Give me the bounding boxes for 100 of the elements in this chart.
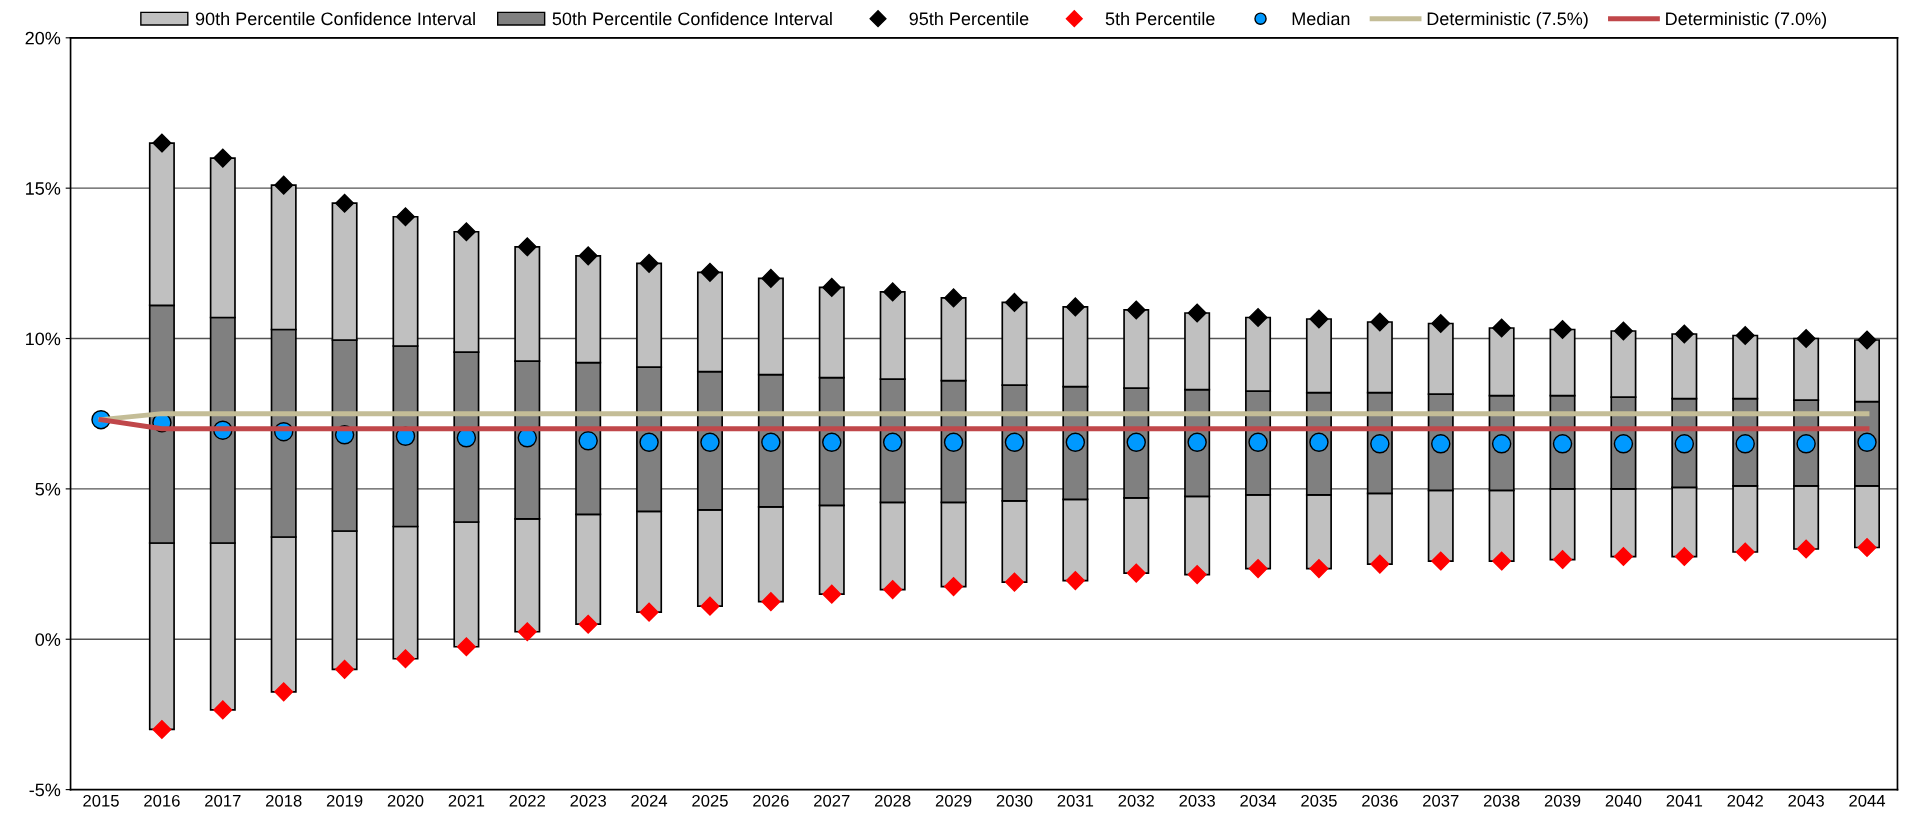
point [761, 592, 781, 612]
point [517, 237, 537, 257]
y-tick-label: 15% [26, 182, 61, 195]
point [1431, 551, 1451, 571]
point [152, 133, 172, 153]
point [1857, 432, 1877, 452]
x-tick-label: 2042 [1727, 794, 1763, 807]
x-tick-label: 2041 [1666, 794, 1703, 807]
point [517, 622, 537, 642]
point [335, 193, 355, 213]
y-tick-label: 20% [25, 31, 61, 45]
point [1613, 434, 1634, 454]
x-tick-label: 2019 [326, 794, 363, 807]
point [213, 700, 233, 720]
x-tick-label: 2038 [1483, 794, 1520, 807]
point [944, 577, 964, 597]
point [639, 602, 659, 622]
point [1309, 559, 1329, 579]
point [1552, 434, 1573, 454]
point [1674, 324, 1694, 344]
point [1187, 565, 1207, 585]
y-tick-label: 10% [26, 332, 61, 346]
point [1126, 432, 1146, 452]
point [1248, 559, 1268, 579]
point [1248, 307, 1268, 328]
x-tick-label: 2025 [692, 794, 728, 807]
x-tick-label: 2029 [935, 794, 972, 807]
point [700, 432, 720, 452]
point [944, 288, 964, 308]
point [578, 431, 598, 451]
x-tick-label: 2035 [1301, 794, 1337, 807]
legend-label: Deterministic (7.0%) [1666, 11, 1827, 29]
point [1065, 571, 1085, 591]
point [456, 637, 476, 657]
x-tick-label: 2030 [996, 794, 1033, 807]
point [639, 432, 659, 452]
x-tick-label: 2015 [83, 794, 119, 807]
legend-label: Median [1292, 11, 1350, 26]
point [943, 432, 964, 452]
x-tick-label: 2018 [266, 794, 302, 807]
point [1004, 432, 1025, 452]
point [274, 175, 294, 195]
point [1735, 325, 1755, 346]
point [1491, 434, 1512, 454]
point [395, 649, 416, 669]
legend-label: 5th Percentile [1105, 11, 1215, 26]
point [1796, 434, 1816, 454]
point [1674, 547, 1694, 567]
x-tick-label: 2033 [1179, 794, 1215, 807]
point [1248, 432, 1268, 452]
x-tick-label: 2016 [144, 794, 180, 807]
x-tick-label: 2022 [509, 794, 545, 807]
point [1674, 434, 1695, 454]
point [1004, 292, 1024, 312]
legend-label: 50th Percentile Confidence Interval [552, 11, 832, 26]
point [1796, 328, 1816, 349]
point [1796, 539, 1816, 559]
point [822, 277, 842, 297]
point [700, 596, 720, 616]
point [822, 432, 842, 452]
point [1735, 434, 1755, 454]
x-tick-label: 2017 [205, 794, 241, 807]
point [1126, 563, 1146, 583]
point [761, 268, 781, 288]
x-tick-label: 2040 [1605, 794, 1642, 807]
point [1065, 297, 1085, 317]
point [213, 148, 233, 168]
point [1613, 547, 1633, 567]
point [761, 432, 781, 452]
point [1065, 432, 1086, 452]
point [1309, 432, 1329, 452]
point [152, 719, 172, 739]
point [1552, 319, 1573, 340]
point [456, 222, 476, 242]
point [1857, 330, 1877, 350]
point [1857, 537, 1877, 558]
point [1126, 300, 1146, 320]
legend-label: Deterministic (7.5%) [1427, 11, 1588, 29]
point [1552, 550, 1573, 570]
x-tick-label: 2023 [570, 794, 606, 807]
x-tick-label: 2031 [1057, 794, 1094, 807]
x-tick-label: 2036 [1362, 794, 1398, 807]
point [1004, 572, 1024, 592]
x-tick-label: 2043 [1788, 794, 1824, 807]
point [1492, 318, 1512, 338]
point [1370, 554, 1390, 574]
legend-label: 90th Percentile Confidence Interval [195, 11, 475, 26]
x-tick-label: 2032 [1118, 794, 1154, 807]
point [395, 207, 416, 227]
point [700, 262, 720, 282]
point [1431, 313, 1451, 334]
point [1431, 434, 1451, 454]
x-tick-label: 2024 [631, 794, 668, 807]
point [883, 580, 903, 600]
y-tick-label: -5% [29, 783, 61, 797]
x-tick-label: 2028 [874, 794, 911, 807]
point [822, 584, 842, 604]
x-tick-label: 2020 [387, 794, 424, 807]
x-tick-label: 2044 [1849, 794, 1886, 807]
point [578, 614, 598, 634]
